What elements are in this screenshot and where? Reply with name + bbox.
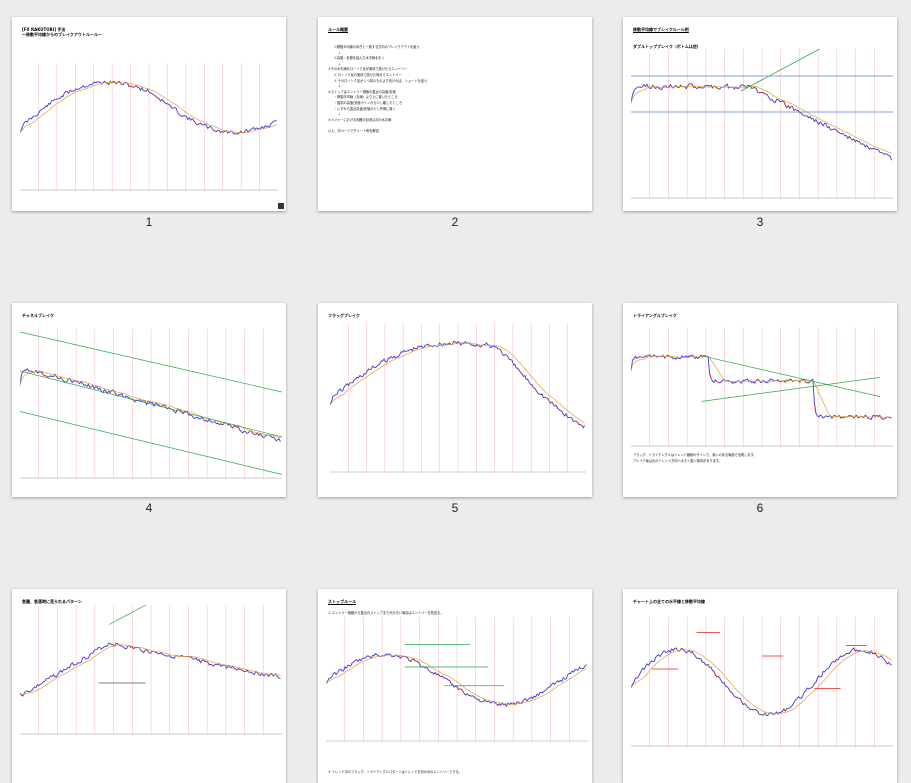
text-line: 以上、次ページでチャート例を解説 (328, 129, 379, 133)
price-chart (631, 617, 893, 751)
text-line: ↓ (338, 112, 341, 116)
text-line: ①移動平均線の向きと一致する方向のブレイクアウトを狙う (334, 45, 420, 49)
text-line: ・移動平均線（青線）より上に置いたところ (334, 95, 398, 99)
page-preview[interactable]: ストップルール ① エントリー価格から直近のストップまでが大きい場合はエントリーを… (318, 589, 592, 783)
page-number: 6 (623, 501, 897, 515)
text-line: ・直前の高値/安値ラインから少し離したところ (334, 101, 402, 105)
page-number: 5 (318, 501, 592, 515)
page-number: 1 (12, 215, 286, 229)
page-title: トライアングルブレイク (633, 313, 677, 318)
price-chart (20, 605, 282, 739)
text-line: ↓ (338, 84, 341, 88)
text-line: ・いずれも直近高値/安値の少し外側に置く (334, 107, 396, 111)
page-title: フラッグブレイク (328, 313, 360, 318)
price-chart (20, 329, 282, 483)
text-line: ⑤メジャーにおける利確の目安は次の水平線 (328, 118, 391, 122)
page-title: チャネルブレイク (22, 313, 54, 318)
selection-handle[interactable] (278, 203, 284, 209)
price-chart (330, 323, 586, 477)
page-number: 3 (623, 215, 897, 229)
page-title: ストップルール (328, 599, 356, 604)
page-preview[interactable]: [FX RAKUTORI] 手法～移動平均線からのブレイクアウトルール～ (12, 17, 286, 211)
text-line: ③その水平線をローソク足が実体で抜けたらエントリー (328, 67, 407, 71)
page-preview[interactable]: トライアングルブレイクフラッグ、トライアングルはトレンド継続のサインで、勢いのあ… (623, 303, 897, 497)
page-title: ルール概要 (328, 27, 348, 32)
text-line: ④ストップはエントリー価格の直近の高値/安値 (328, 90, 396, 94)
page-preview[interactable]: チャネルブレイク (12, 303, 286, 497)
text-line: ②高値・安値を結んだ水平線を引く (334, 56, 385, 60)
page-preview[interactable]: 急騰、急落時に見られるパターン (12, 589, 286, 783)
text-line: ① ローソク足の実体で抜けた時点でエントリー (334, 73, 402, 77)
text-line: ↓ (338, 62, 341, 66)
page-title: 急騰、急落時に見られるパターン (22, 599, 82, 604)
text-line: ② そのローソク足が１つ前のものより長ければ、ショートを狙う (334, 79, 427, 83)
text-line: ↓ (338, 51, 341, 55)
page-preview[interactable]: フラッグブレイク (318, 303, 592, 497)
page-subtitle: ～移動平均線からのブレイクアウトルール～ (22, 32, 102, 38)
page-preview[interactable]: チャート上の全ての水平線と移動平均線 (623, 589, 897, 783)
page-number: 4 (12, 501, 286, 515)
page-preview[interactable]: 移動平均線でブレイクルール例ダブルトップブレイク（ボトムは逆） (623, 17, 897, 211)
caption-line: フラッグ、トライアングルはトレンド継続のサインで、勢いのある場面で出現します。 (633, 453, 757, 457)
price-chart (326, 617, 588, 746)
price-chart (631, 327, 893, 451)
price-chart (20, 63, 278, 195)
caption-line: ② トレンド中のフラッグ、トライアングルパターンはトレンド方向のみのエントリーと… (328, 770, 462, 774)
page-number: 2 (318, 215, 592, 229)
caption-line: ① エントリー価格から直近のストップまでが大きい場合はエントリーを見送る。 (328, 611, 443, 615)
page-title: チャート上の全ての水平線と移動平均線 (633, 599, 705, 604)
caption-line: ブレイク後は元のトレンド方向へ大きく動く傾向があります。 (633, 459, 722, 463)
price-chart (631, 49, 893, 203)
page-title: 移動平均線でブレイクルール例 (633, 27, 689, 32)
